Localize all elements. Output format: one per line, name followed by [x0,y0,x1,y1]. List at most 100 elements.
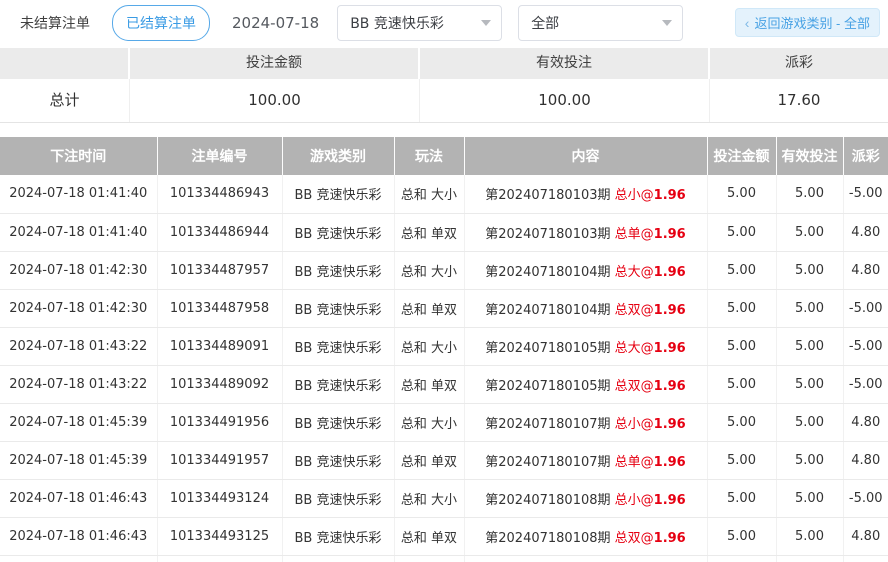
bets-table: 下注时间 注单编号 游戏类别 玩法 内容 投注金额 有效投注 派彩 2024-0… [0,137,888,562]
valid-bet-cell: 5.00 [776,327,844,366]
game-category-cell: BB 竞速快乐彩 [282,251,395,290]
summary-header-valid-bet: 有效投注 [420,48,710,79]
empty-cell [0,555,158,562]
content-cell: 第202407180107期 总小@1.96 [464,403,708,442]
order-id-cell: 101334491956 [157,403,283,442]
empty-cell [157,555,283,562]
pick-text: 总双@1.96 [614,302,686,318]
header-valid-bet: 有效投注 [776,137,844,175]
game-category-cell: BB 竞速快乐彩 [282,289,395,328]
play-type-cell: 总和 大小 [394,403,465,442]
toolbar: 未结算注单 已结算注单 2024-07-18 BB 竞速快乐彩 全部 ‹ 返回游… [0,0,888,45]
odds-text: 1.96 [653,530,686,546]
summary-header-blank [0,48,130,79]
odds-text: 1.96 [653,416,686,432]
game-select[interactable]: BB 竞速快乐彩 [337,4,503,41]
bet-time-cell: 2024-07-18 01:46:43 [0,479,158,518]
play-type-cell: 总和 单双 [394,517,465,556]
game-category-cell: BB 竞速快乐彩 [282,403,395,442]
bet-amount-cell: 5.00 [707,289,777,328]
payout-cell: 4.80 [843,251,888,290]
chevron-left-icon: ‹ [744,14,750,31]
table-row: 2024-07-18 01:42:30 101334487957 BB 竞速快乐彩总… [0,251,888,290]
header-bet-amount: 投注金额 [707,137,777,175]
valid-bet-cell: 5.00 [776,479,844,518]
bet-time-cell: 2024-07-18 01:43:22 [0,327,158,366]
bet-amount-cell: 5.00 [707,441,777,480]
period-text: 第202407180103期 [485,226,615,242]
summary-payout-value: 17.60 [777,91,821,109]
bet-time-cell: 2024-07-18 01:41:40 [0,175,158,214]
empty-cell [282,555,395,562]
bet-time-cell: 2024-07-18 01:41:40 [0,213,158,252]
valid-bet-cell: 5.00 [776,213,844,252]
table-row: 2024-07-18 01:45:39 101334491957 BB 竞速快乐彩总… [0,441,888,480]
game-category-cell: BB 竞速快乐彩 [282,327,395,366]
header-game-category: 游戏类别 [282,137,395,175]
order-id-cell: 101334489092 [157,365,283,404]
empty-cell [394,555,465,562]
summary-header-row: 投注金额 有效投注 派彩 [0,48,888,79]
valid-bet-cell: 5.00 [776,175,844,214]
bet-time-cell: 2024-07-18 01:45:39 [0,403,158,442]
bet-amount-cell: 5.00 [707,175,777,214]
order-id-cell: 101334486943 [157,175,283,214]
content-cell: 第202407180103期 总小@1.96 [464,175,708,214]
order-id-cell: 101334493124 [157,479,283,518]
game-category-cell: BB 竞速快乐彩 [282,517,395,556]
payout-cell: -5.00 [843,175,888,214]
bet-amount-cell: 5.00 [707,517,777,556]
filter-select[interactable]: 全部 [518,4,684,41]
pick-text: 总小@1.96 [614,188,686,204]
summary-valid-bet-value: 100.00 [420,79,710,122]
period-text: 第202407180104期 [485,302,615,318]
period-text: 第202407180107期 [485,416,615,432]
pick-text: 总双@1.96 [614,378,686,394]
game-category-cell: BB 竞速快乐彩 [282,213,395,252]
content-cell: 第202407180105期 总双@1.96 [464,365,708,404]
period-text: 第202407180105期 [485,378,615,394]
period-text: 第202407180105期 [485,340,615,356]
play-type-cell: 总和 大小 [394,479,465,518]
valid-bet-cell: 5.00 [776,365,844,404]
bet-amount-cell: 5.00 [707,327,777,366]
bet-time-cell: 2024-07-18 01:46:43 [0,517,158,556]
payout-cell: -5.00 [843,365,888,404]
order-id-cell: 101334487958 [157,289,283,328]
pick-text: 总双@1.96 [614,530,686,546]
empty-cell [707,555,777,562]
empty-cell [776,555,844,562]
odds-text: 1.96 [653,492,686,508]
table-row: 2024-07-18 01:41:40 101334486943 BB 竞速快乐彩总… [0,175,888,214]
payout-cell: -5.00 [843,479,888,518]
header-bet-time: 下注时间 [0,137,158,175]
play-type-cell: 总和 大小 [394,327,465,366]
content-cell: 第202407180107期 总单@1.96 [464,441,708,480]
header-payout: 派彩 [843,137,888,175]
period-text: 第202407180108期 [485,492,615,508]
table-row: 2024-07-18 01:45:39 101334491956 BB 竞速快乐彩总… [0,403,888,442]
tab-settled-orders[interactable]: 已结算注单 [112,4,210,41]
empty-cell [464,555,708,562]
summary-total-label: 总计 [0,79,130,122]
tab-unsettled-orders[interactable]: 未结算注单 [6,4,104,41]
bets-table-header-row: 下注时间 注单编号 游戏类别 玩法 内容 投注金额 有效投注 派彩 [0,137,888,175]
pick-text: 总单@1.96 [614,226,686,242]
order-id-cell: 101334493125 [157,517,283,556]
back-to-game-category-button[interactable]: ‹ 返回游戏类别 - 全部 [734,8,880,37]
period-text: 第202407180104期 [485,264,615,280]
bet-amount-cell: 5.00 [707,213,777,252]
payout-cell: 4.80 [843,517,888,556]
play-type-cell: 总和 单双 [394,365,465,404]
bets-tbody: 2024-07-18 01:41:40 101334486943 BB 竞速快乐彩总… [0,175,888,562]
valid-bet-cell: 5.00 [776,441,844,480]
payout-cell: 4.80 [843,403,888,442]
valid-bet-cell: 5.00 [776,289,844,328]
content-cell: 第202407180105期 总大@1.96 [464,327,708,366]
order-id-cell: 101334487957 [157,251,283,290]
bet-amount-cell: 5.00 [707,479,777,518]
table-row: 2024-07-18 01:43:22 101334489092 BB 竞速快乐彩总… [0,365,888,404]
header-play-type: 玩法 [394,137,465,175]
odds-text: 1.96 [653,302,686,318]
